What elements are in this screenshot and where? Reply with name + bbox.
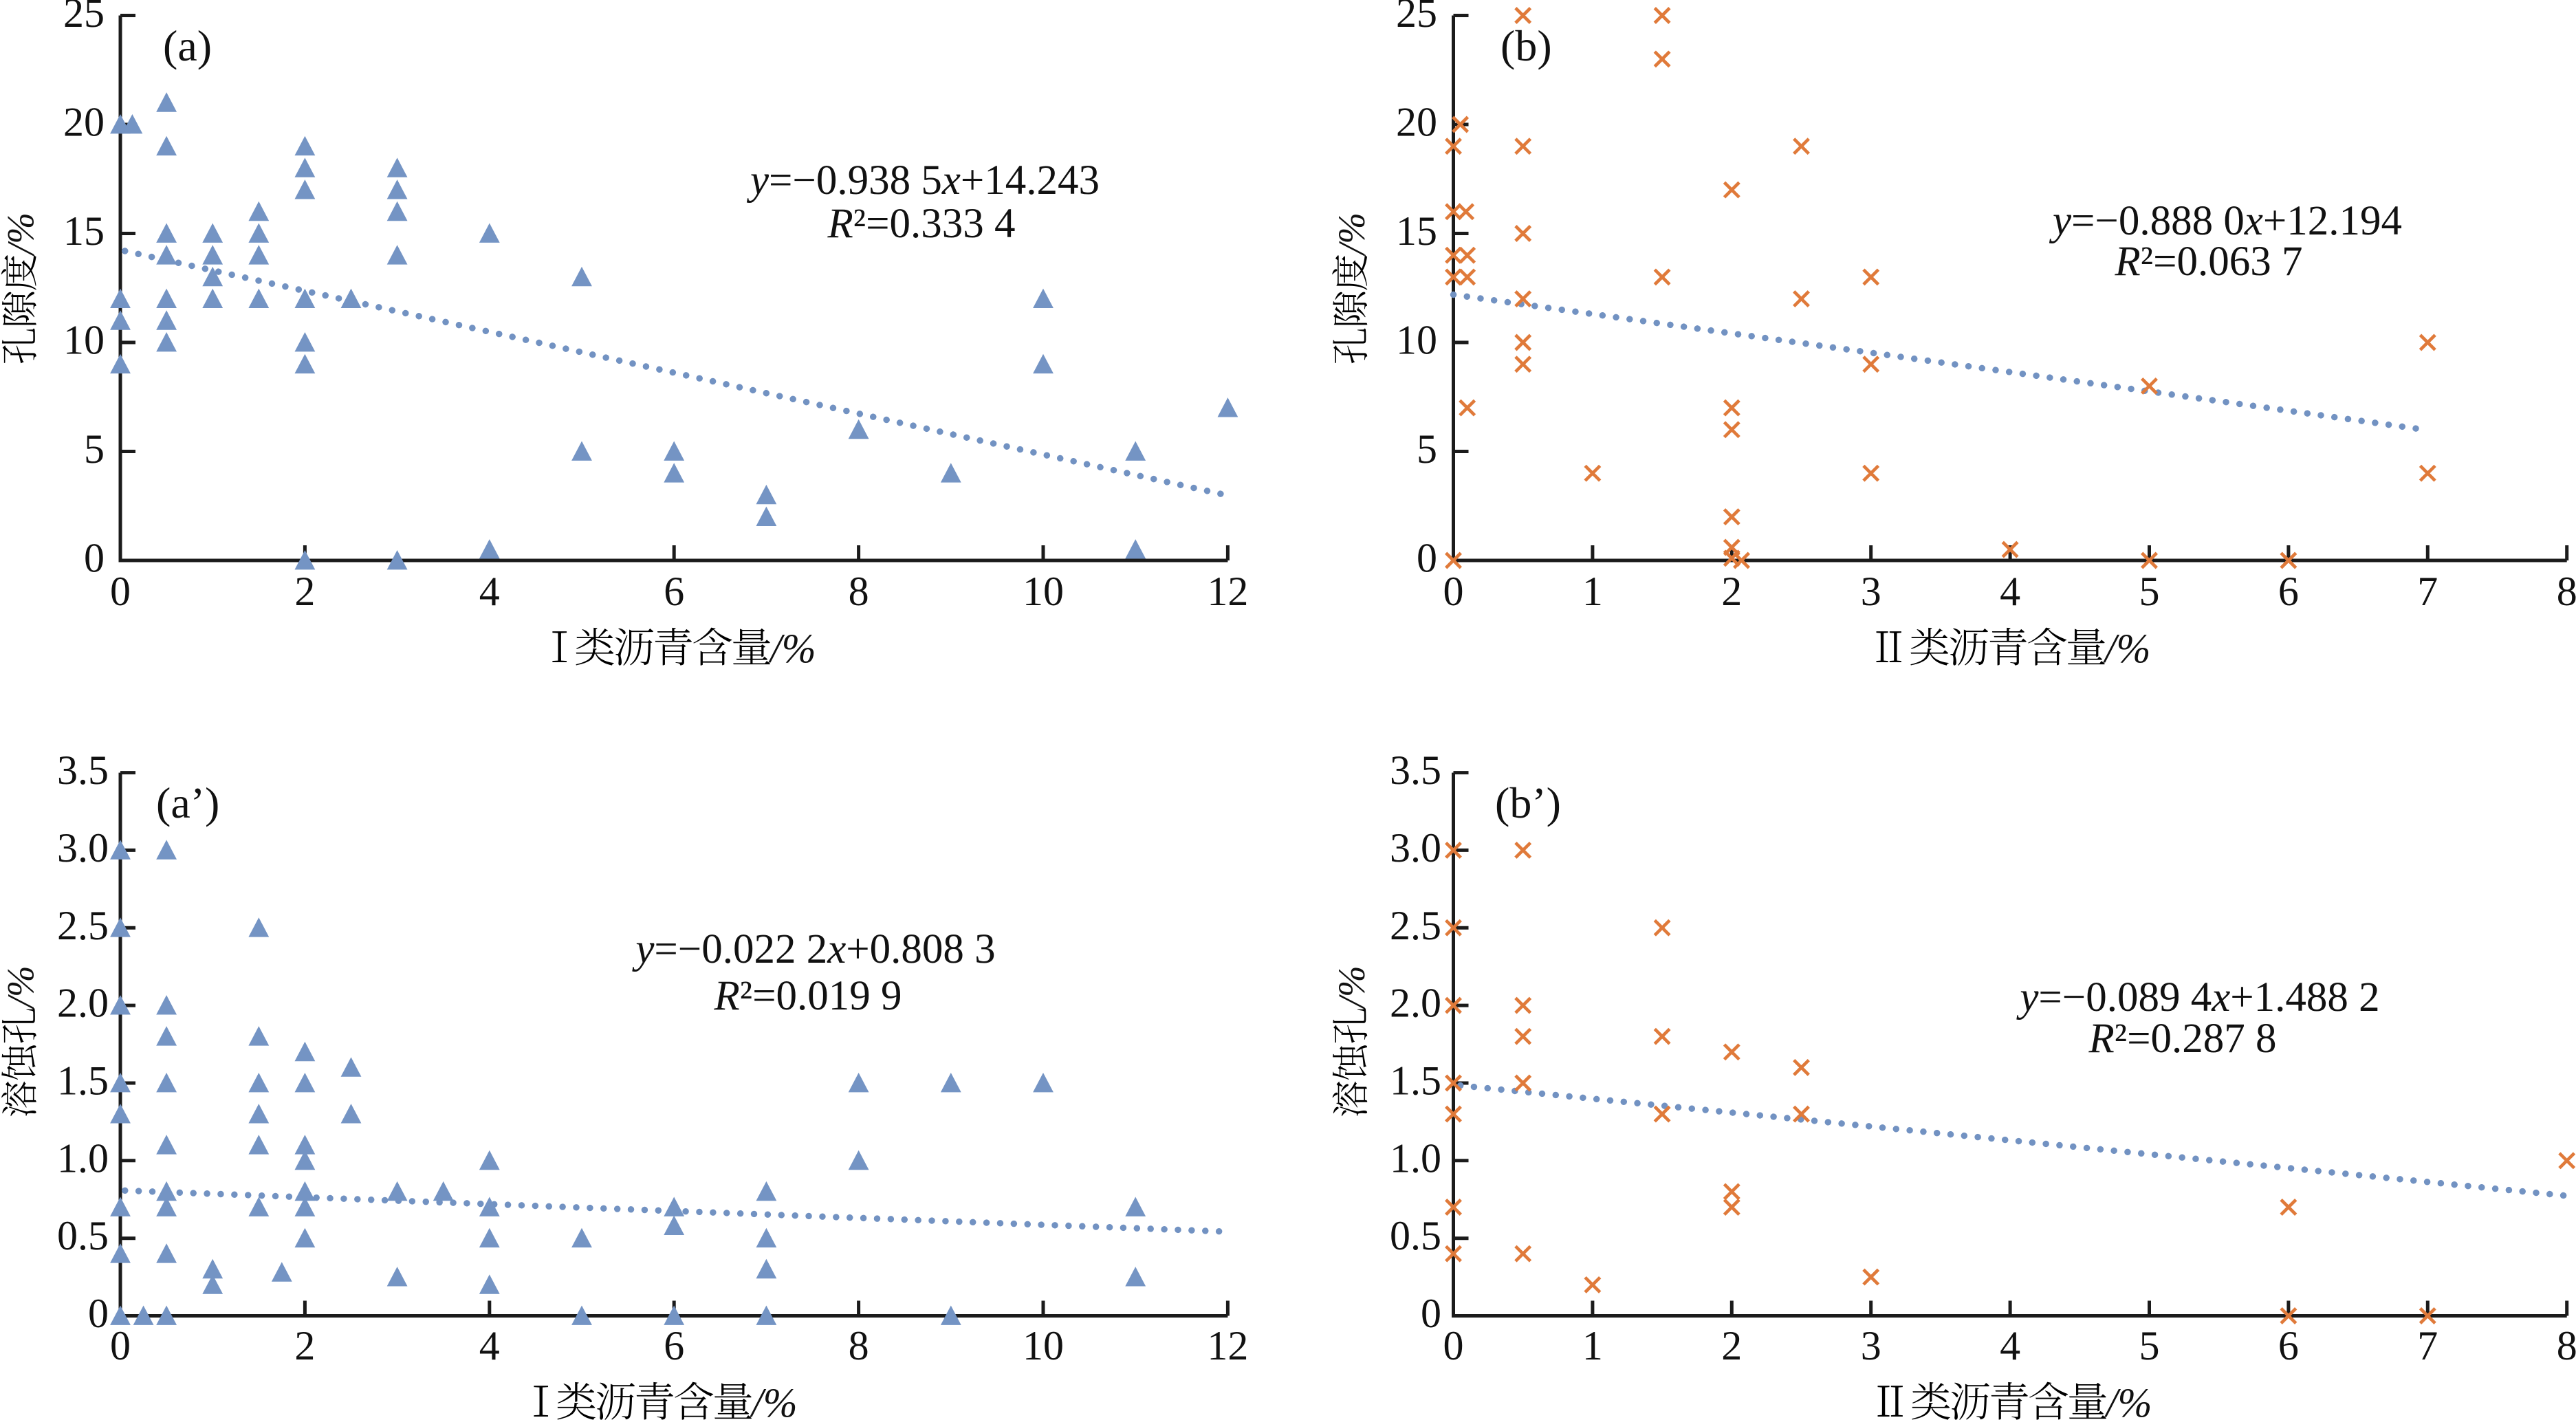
svg-text:3.0: 3.0	[57, 825, 109, 871]
svg-text:5: 5	[2139, 569, 2160, 614]
svg-text:4: 4	[2000, 569, 2020, 614]
svg-text:2: 2	[1721, 569, 1742, 614]
svg-text:7: 7	[2417, 569, 2438, 614]
svg-text:0: 0	[1421, 1291, 1441, 1336]
svg-text:y=−0.089 4x+1.488 2: y=−0.089 4x+1.488 2	[2016, 974, 2379, 1020]
svg-text:(a’): (a’)	[156, 778, 219, 827]
svg-text:0: 0	[110, 569, 131, 614]
svg-text:R²=0.333 4: R²=0.333 4	[827, 201, 1016, 247]
svg-text:/%: /%	[0, 212, 42, 256]
svg-text:8: 8	[849, 1323, 869, 1368]
svg-text:6: 6	[664, 1323, 684, 1368]
svg-text:8: 8	[2557, 569, 2576, 614]
svg-text:25: 25	[63, 0, 105, 36]
svg-text:6: 6	[2278, 1323, 2299, 1368]
svg-text:10: 10	[63, 318, 105, 363]
svg-text:8: 8	[2557, 1323, 2576, 1368]
svg-text:4: 4	[2000, 1323, 2020, 1368]
svg-text:y=−0.022 2x+0.808 3: y=−0.022 2x+0.808 3	[631, 926, 995, 972]
svg-text:0: 0	[1417, 536, 1437, 581]
svg-text:/%: /%	[0, 965, 42, 1009]
svg-text:1: 1	[1582, 1323, 1603, 1368]
svg-text:y=−0.938 5x+14.243: y=−0.938 5x+14.243	[746, 157, 1100, 204]
svg-text:0: 0	[88, 1291, 109, 1336]
svg-text:3.5: 3.5	[1390, 747, 1441, 793]
svg-text:2: 2	[294, 569, 315, 614]
svg-text:12: 12	[1207, 569, 1248, 614]
svg-text:5: 5	[2139, 1323, 2160, 1368]
svg-text:10: 10	[1023, 1323, 1064, 1368]
svg-text:1.0: 1.0	[1390, 1135, 1441, 1181]
svg-text:/%: /%	[750, 1380, 798, 1420]
svg-text:0: 0	[1443, 569, 1464, 614]
svg-text:/%: /%	[1331, 212, 1373, 256]
svg-text:5: 5	[1417, 426, 1437, 472]
svg-text:0.5: 0.5	[1390, 1213, 1441, 1258]
svg-text:R²=0.019 9: R²=0.019 9	[714, 973, 902, 1019]
svg-text:1.5: 1.5	[57, 1058, 109, 1104]
svg-text:12: 12	[1207, 1323, 1248, 1368]
svg-text:15: 15	[63, 208, 105, 254]
svg-text:3.0: 3.0	[1390, 825, 1441, 871]
svg-text:2.5: 2.5	[1390, 903, 1441, 948]
svg-text:R²=0.063 7: R²=0.063 7	[2115, 239, 2303, 285]
svg-text:7: 7	[2417, 1323, 2438, 1368]
svg-text:2: 2	[294, 1323, 315, 1368]
svg-text:R²=0.287 8: R²=0.287 8	[2088, 1016, 2277, 1062]
svg-text:10: 10	[1396, 318, 1437, 363]
svg-text:/%: /%	[2104, 1380, 2152, 1420]
svg-text:1.5: 1.5	[1390, 1058, 1441, 1104]
svg-text:25: 25	[1396, 0, 1437, 36]
svg-text:20: 20	[1396, 100, 1437, 145]
svg-text:4: 4	[479, 1323, 500, 1368]
svg-text:3: 3	[1861, 1323, 1881, 1368]
svg-text:0: 0	[110, 1323, 131, 1368]
svg-text:15: 15	[1396, 208, 1437, 254]
svg-text:20: 20	[63, 100, 105, 145]
svg-text:3.5: 3.5	[57, 747, 109, 793]
svg-text:4: 4	[479, 569, 500, 614]
svg-text:0: 0	[84, 536, 105, 581]
svg-text:(a): (a)	[163, 21, 212, 70]
svg-text:2.0: 2.0	[1390, 981, 1441, 1026]
svg-text:/%: /%	[2103, 626, 2151, 671]
svg-text:y=−0.888 0x+12.194: y=−0.888 0x+12.194	[2049, 198, 2402, 244]
svg-text:0: 0	[1443, 1323, 1464, 1368]
svg-text:10: 10	[1023, 569, 1064, 614]
svg-text:/%: /%	[1331, 965, 1373, 1009]
svg-text:5: 5	[84, 426, 105, 472]
svg-text:3: 3	[1861, 569, 1881, 614]
svg-text:6: 6	[664, 569, 684, 614]
svg-text:2.5: 2.5	[57, 903, 109, 948]
svg-text:0.5: 0.5	[57, 1213, 109, 1258]
svg-text:(b): (b)	[1500, 21, 1552, 70]
svg-text:8: 8	[849, 569, 869, 614]
svg-text:6: 6	[2278, 569, 2299, 614]
svg-text:/%: /%	[768, 626, 816, 671]
svg-text:2: 2	[1721, 1323, 1742, 1368]
svg-text:1.0: 1.0	[57, 1135, 109, 1181]
svg-text:(b’): (b’)	[1495, 778, 1561, 827]
svg-text:2.0: 2.0	[57, 981, 109, 1026]
svg-text:1: 1	[1582, 569, 1603, 614]
